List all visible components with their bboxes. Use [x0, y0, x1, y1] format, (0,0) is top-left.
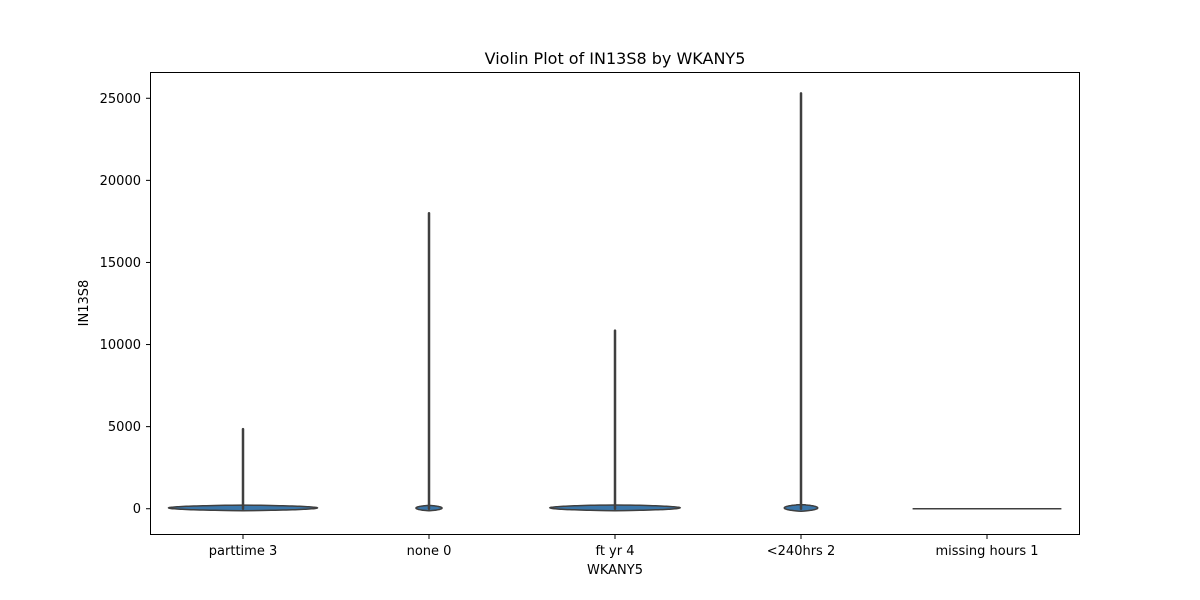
y-tick-label: 5000 — [108, 420, 141, 435]
violin-3 — [783, 92, 819, 512]
plot-area — [167, 92, 1062, 512]
plot-frame — [150, 72, 1080, 535]
violin-1 — [415, 211, 443, 512]
x-tick-label: <240hrs 2 — [767, 544, 835, 559]
y-tick-label: 25000 — [100, 92, 141, 107]
x-axis: parttime 3 none 0 ft yr 4 <240hrs 2 missing … — [209, 535, 1039, 559]
y-axis: 0 5000 10000 15000 20000 25000 — [100, 92, 150, 517]
chart-title: Violin Plot of IN13S8 by WKANY5 — [485, 49, 746, 68]
y-tick-label: 0 — [133, 502, 141, 517]
x-axis-label: WKANY5 — [587, 563, 643, 578]
violin-2 — [548, 329, 682, 512]
y-axis-label: IN13S8 — [77, 280, 92, 327]
x-tick-label: parttime 3 — [209, 544, 277, 559]
x-tick-label: none 0 — [407, 544, 452, 559]
y-tick-label: 20000 — [100, 174, 141, 189]
violin-0 — [167, 427, 319, 512]
x-tick-label: missing hours 1 — [935, 544, 1038, 559]
y-tick-label: 10000 — [100, 338, 141, 353]
x-tick-label: ft yr 4 — [595, 544, 634, 559]
y-tick-label: 15000 — [100, 256, 141, 271]
